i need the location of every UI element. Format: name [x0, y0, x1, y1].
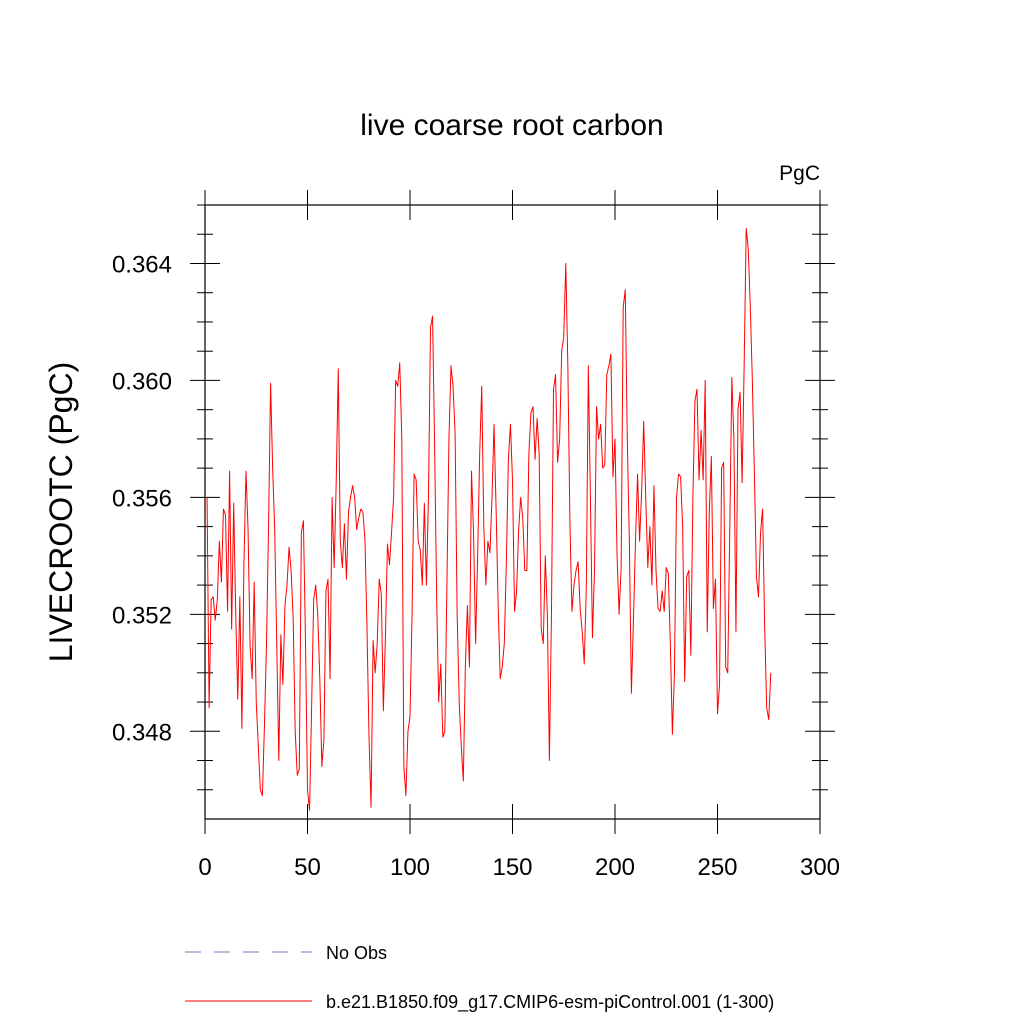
x-tick-label: 250	[697, 854, 737, 881]
y-axis-label: LIVECROOTC (PgC)	[43, 362, 79, 662]
y-tick-label: 0.352	[112, 602, 172, 629]
legend: No Obs b.e21.B1850.f09_g17.CMIP6-esm-piC…	[185, 943, 774, 1013]
y-tick-label: 0.360	[112, 368, 172, 395]
chart-title: live coarse root carbon	[360, 109, 664, 142]
legend-label-no-obs: No Obs	[326, 943, 387, 963]
x-tick-label: 150	[492, 854, 532, 881]
units-label: PgC	[779, 162, 820, 185]
x-tick-label: 0	[198, 854, 211, 881]
x-tick-label: 100	[390, 854, 430, 881]
legend-label-model-run: b.e21.B1850.f09_g17.CMIP6-esm-piControl.…	[326, 992, 774, 1013]
plot-frame	[204, 204, 821, 820]
x-tick-label: 200	[595, 854, 635, 881]
y-tick-label: 0.356	[112, 485, 172, 512]
y-tick-label: 0.364	[112, 251, 172, 278]
x-tick-label: 300	[800, 854, 840, 881]
y-tick-label: 0.348	[112, 719, 172, 746]
series-layer	[206, 227, 772, 811]
series-line-1	[206, 227, 772, 811]
axis-ticks	[190, 190, 835, 834]
axis-tick-labels: 0 50 100 150 200 250 300 0.348 0.352 0.356 0.360 0.…	[112, 251, 840, 881]
x-tick-label: 50	[294, 854, 321, 881]
